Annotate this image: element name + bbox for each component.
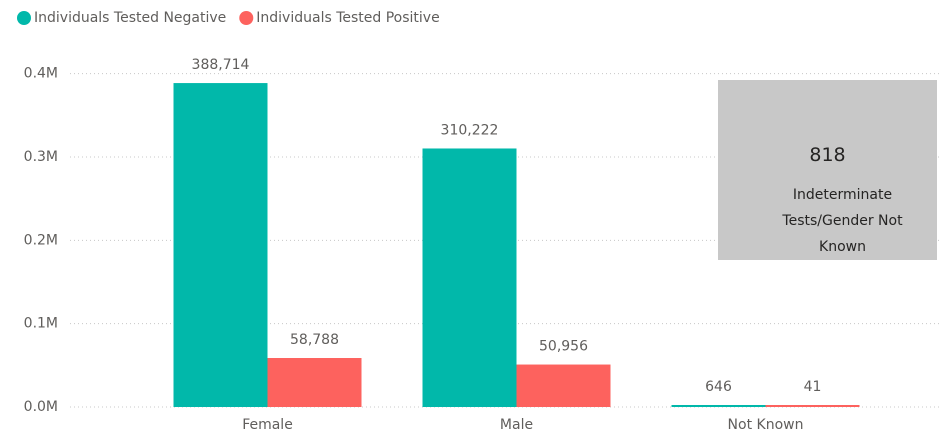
bar — [516, 364, 611, 407]
bar — [173, 83, 268, 408]
y-tick-label: 0.3M — [24, 149, 58, 165]
x-tick-label: Female — [242, 417, 293, 433]
data-label: 41 — [804, 379, 822, 395]
x-tick-label: Not Known — [728, 417, 804, 433]
y-tick-label: 0.1M — [24, 316, 58, 332]
legend-label: Individuals Tested Negative — [34, 10, 226, 26]
data-label: 646 — [705, 379, 732, 395]
y-tick-label: 0.0M — [24, 399, 58, 415]
card: 818 Indeterminate Tests/Gender Not Known — [718, 80, 937, 260]
data-label: 58,788 — [290, 332, 339, 348]
data-label: 310,222 — [441, 122, 499, 138]
bar — [671, 405, 766, 407]
data-label: 388,714 — [192, 57, 250, 73]
data-label: 50,956 — [539, 339, 588, 355]
card-value: 818 — [809, 144, 846, 166]
legend-marker — [239, 11, 254, 25]
bar — [422, 148, 517, 407]
y-tick-label: 0.4M — [24, 66, 58, 82]
bar — [267, 358, 362, 407]
bar — [765, 405, 860, 407]
card-label: Indeterminate Tests/Gender Not Known — [782, 187, 903, 255]
y-tick-label: 0.2M — [24, 232, 58, 248]
x-tick-label: Male — [500, 417, 533, 433]
legend-marker — [17, 11, 31, 25]
legend-label: Individuals Tested Positive — [256, 10, 439, 26]
